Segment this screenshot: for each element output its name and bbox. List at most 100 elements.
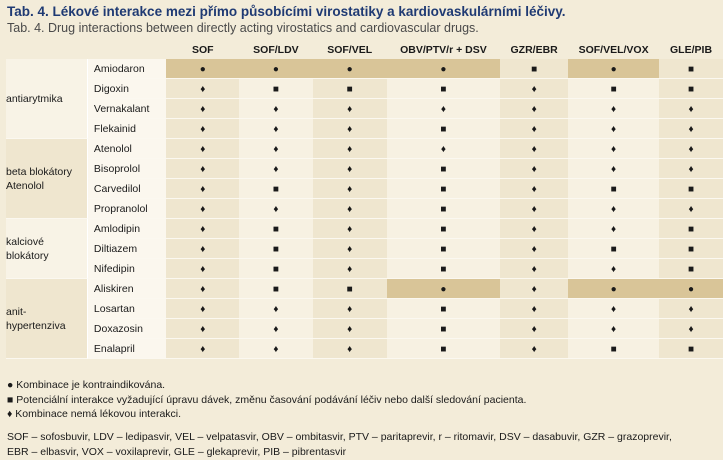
interaction-cell: ♦ — [500, 299, 569, 319]
no-interaction-icon: ♦ — [611, 223, 617, 235]
potential-interaction-icon: ■ — [440, 223, 447, 235]
header-empty-group — [6, 40, 88, 59]
potential-interaction-icon: ■ — [440, 83, 447, 95]
interaction-cell: ♦ — [500, 339, 569, 359]
potential-interaction-icon: ■ — [440, 343, 447, 355]
interaction-cell: ■ — [659, 239, 723, 259]
table-title: Tab. 4. Lékové interakce mezi přímo půso… — [7, 4, 566, 19]
no-interaction-icon: ♦ — [200, 203, 206, 215]
interaction-cell: ♦ — [659, 139, 723, 159]
interaction-cell: ♦ — [166, 339, 240, 359]
interaction-cell: ♦ — [312, 199, 387, 219]
interaction-cell: ■ — [659, 179, 723, 199]
interaction-cell: ● — [386, 279, 501, 299]
no-interaction-icon: ♦ — [611, 303, 617, 315]
legend-potential: ■ Potenciální interakce vyžadující úprav… — [7, 393, 527, 406]
table-row: Nifedipin ♦ ■ ♦ ■ ♦ ♦ ■ — [6, 259, 723, 279]
no-interaction-icon: ♦ — [611, 323, 617, 335]
no-interaction-icon: ♦ — [531, 263, 537, 275]
table-row: anit- hypertenziva Aliskiren ♦ ■ ■ ● ♦ ● ● — [6, 279, 723, 359]
no-interaction-icon: ♦ — [688, 203, 694, 215]
no-interaction-icon: ♦ — [611, 103, 617, 115]
interaction-cell: ■ — [568, 179, 660, 199]
table-row: Losartan ♦ ♦ ♦ ■ ♦ ♦ ♦ — [6, 299, 723, 319]
group-label: kalciové blokátory — [6, 219, 88, 279]
legend: ● Kombinace je kontraindikována. ■ Poten… — [7, 378, 526, 422]
no-interaction-icon: ♦ — [200, 83, 206, 95]
interaction-cell: ■ — [386, 199, 501, 219]
no-interaction-icon: ♦ — [688, 303, 694, 315]
potential-interaction-icon: ■ — [440, 163, 447, 175]
potential-interaction-icon: ■ — [688, 63, 695, 75]
drug-name: Losartan — [87, 299, 167, 319]
drug-name: Propranolol — [87, 199, 167, 219]
no-interaction-icon: ♦ — [347, 343, 353, 355]
no-interaction-icon: ♦ — [347, 263, 353, 275]
drug-name: Amiodaron — [87, 59, 167, 79]
interaction-cell: ♦ — [166, 219, 240, 239]
interaction-cell: ♦ — [312, 179, 387, 199]
potential-interaction-icon: ■ — [531, 63, 538, 75]
legend-none: ♦ Kombinace nemá lékovou interakci. — [7, 408, 182, 420]
interaction-cell: ♦ — [500, 199, 569, 219]
no-interaction-icon: ♦ — [531, 343, 537, 355]
interaction-cell: ♦ — [500, 79, 569, 99]
interaction-cell: ♦ — [312, 139, 387, 159]
potential-interaction-icon: ■ — [272, 83, 279, 95]
no-interaction-icon: ♦ — [347, 303, 353, 315]
abbreviations: SOF – sofosbuvir, LDV – ledipasvir, VEL … — [7, 430, 719, 460]
no-interaction-icon: ♦ — [531, 283, 537, 295]
no-interaction-icon: ♦ — [347, 163, 353, 175]
potential-interaction-icon: ■ — [272, 243, 279, 255]
interaction-cell: ■ — [239, 179, 313, 199]
drug-name: Carvedilol — [87, 179, 167, 199]
interaction-cell: ■ — [659, 79, 723, 99]
interaction-cell: ♦ — [239, 159, 313, 179]
column-header: OBV/PTV/r + DSV — [386, 40, 501, 59]
potential-interaction-icon: ■ — [688, 223, 695, 235]
interaction-cell: ♦ — [568, 119, 660, 139]
legend-contraindicated: ● Kombinace je kontraindikována. — [7, 379, 166, 391]
drug-name: Amlodipin — [87, 219, 167, 239]
interaction-cell: ■ — [386, 259, 501, 279]
contraindicated-icon: ● — [272, 63, 279, 75]
interaction-cell: ♦ — [568, 159, 660, 179]
no-interaction-icon: ♦ — [347, 103, 353, 115]
drug-name: Nifedipin — [87, 259, 167, 279]
no-interaction-icon: ♦ — [440, 103, 446, 115]
interaction-cell: ♦ — [500, 139, 569, 159]
no-interaction-icon: ♦ — [200, 283, 206, 295]
no-interaction-icon: ♦ — [611, 163, 617, 175]
contraindicated-icon: ● — [688, 283, 695, 295]
no-interaction-icon: ♦ — [200, 163, 206, 175]
no-interaction-icon: ♦ — [531, 223, 537, 235]
table-row: kalciové blokátory Amlodipin ♦ ■ ♦ ■ ♦ ♦ ■ — [6, 219, 723, 279]
no-interaction-icon: ♦ — [531, 163, 537, 175]
no-interaction-icon: ♦ — [531, 143, 537, 155]
interaction-cell: ■ — [386, 179, 501, 199]
no-interaction-icon: ♦ — [531, 123, 537, 135]
interaction-cell: ■ — [312, 279, 387, 299]
table-row: Vernakalant ♦ ♦ ♦ ♦ ♦ ♦ ♦ — [6, 99, 723, 119]
interaction-cell: ● — [239, 59, 313, 79]
interaction-table: SOF SOF/LDV SOF/VEL OBV/PTV/r + DSV GZR/… — [6, 40, 723, 359]
table-row: antiarytmika Amiodaron ● ● ● ● ■ ● ■ — [6, 59, 723, 139]
interaction-cell: ■ — [568, 339, 660, 359]
potential-interaction-icon: ■ — [688, 183, 695, 195]
table-row: Doxazosin ♦ ♦ ♦ ■ ♦ ♦ ♦ — [6, 319, 723, 339]
potential-interaction-icon: ■ — [610, 183, 617, 195]
drug-name: Digoxin — [87, 79, 167, 99]
potential-interaction-icon: ■ — [688, 343, 695, 355]
interaction-cell: ■ — [659, 59, 723, 79]
interaction-cell: ♦ — [166, 299, 240, 319]
potential-interaction-icon: ■ — [346, 83, 353, 95]
interaction-cell: ■ — [659, 219, 723, 239]
no-interaction-icon: ♦ — [688, 143, 694, 155]
potential-interaction-icon: ■ — [346, 283, 353, 295]
no-interaction-icon: ♦ — [531, 183, 537, 195]
column-header: GZR/EBR — [500, 40, 569, 59]
no-interaction-icon: ♦ — [531, 323, 537, 335]
interaction-cell: ♦ — [312, 239, 387, 259]
header-empty-drug — [87, 40, 167, 59]
interaction-cell: ♦ — [500, 279, 569, 299]
